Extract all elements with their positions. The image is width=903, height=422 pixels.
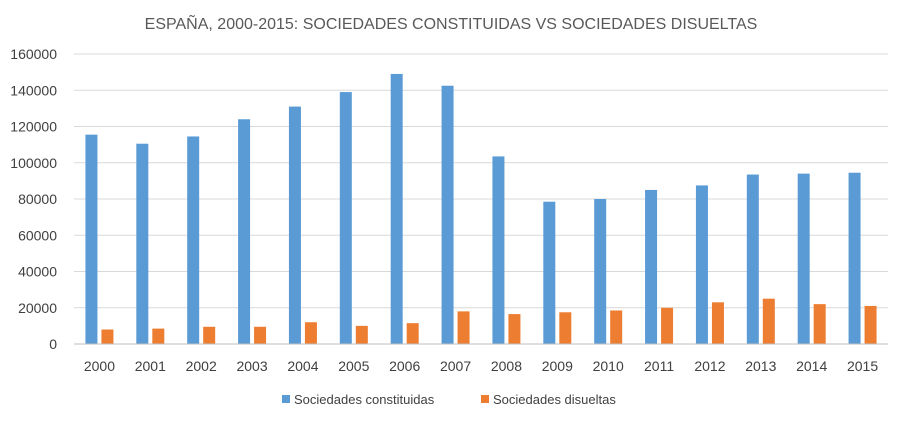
- bars: [85, 73, 877, 344]
- x-tick-label: 2009: [542, 358, 573, 374]
- bar-disueltas-2007: [457, 311, 470, 344]
- bar-constituidas-2009: [543, 201, 556, 344]
- bar-disueltas-2015: [864, 305, 877, 344]
- bar-disueltas-2010: [610, 310, 623, 344]
- legend-label-disueltas: Sociedades disueltas: [493, 392, 616, 407]
- bar-constituidas-2011: [645, 189, 658, 344]
- bar-disueltas-2008: [508, 314, 521, 344]
- bar-constituidas-2007: [441, 85, 454, 344]
- bar-disueltas-2009: [559, 312, 572, 344]
- x-tick-label: 2003: [236, 358, 267, 374]
- x-tick-label: 2005: [338, 358, 369, 374]
- legend-label-constituidas: Sociedades constituidas: [294, 392, 435, 407]
- bar-constituidas-2002: [187, 136, 200, 344]
- bar-constituidas-2014: [797, 173, 810, 344]
- bar-disueltas-2013: [762, 298, 775, 344]
- bar-constituidas-2013: [746, 174, 759, 344]
- y-tick-label: 140000: [10, 82, 57, 98]
- bar-disueltas-2014: [813, 304, 826, 344]
- x-tick-label: 2015: [847, 358, 878, 374]
- y-tick-label: 20000: [18, 300, 57, 316]
- bar-constituidas-2003: [238, 119, 251, 344]
- x-tick-label: 2004: [287, 358, 318, 374]
- bar-disueltas-2002: [203, 326, 216, 344]
- legend-swatch-disueltas: [481, 395, 489, 403]
- bar-constituidas-2005: [339, 92, 352, 344]
- x-tick-label: 2006: [389, 358, 420, 374]
- x-tick-label: 2000: [84, 358, 115, 374]
- bar-disueltas-2000: [101, 329, 114, 344]
- bar-disueltas-2003: [254, 326, 267, 344]
- x-tick-label: 2007: [440, 358, 471, 374]
- x-tick-label: 2013: [745, 358, 776, 374]
- bar-constituidas-2012: [695, 185, 708, 344]
- bar-disueltas-2005: [355, 325, 368, 344]
- legend: Sociedades constituidas Sociedades disue…: [282, 392, 616, 407]
- y-tick-label: 100000: [10, 155, 57, 171]
- bar-disueltas-2001: [152, 328, 165, 344]
- x-tick-label: 2014: [796, 358, 827, 374]
- y-tick-label: 40000: [18, 264, 57, 280]
- y-tick-label: 80000: [18, 191, 57, 207]
- chart-title: ESPAÑA, 2000-2015: SOCIEDADES CONSTITUID…: [145, 13, 758, 33]
- y-axis-tick-labels: 0 20000 40000 60000 80000 100000 120000 140000 1…: [10, 46, 57, 352]
- x-tick-label: 2010: [593, 358, 624, 374]
- x-tick-label: 2011: [644, 358, 674, 374]
- bar-disueltas-2011: [661, 307, 674, 344]
- x-tick-label: 2008: [491, 358, 522, 374]
- bar-constituidas-2004: [288, 106, 301, 344]
- y-tick-label: 60000: [18, 227, 57, 243]
- legend-swatch-constituidas: [282, 395, 290, 403]
- x-tick-label: 2001: [135, 358, 166, 374]
- bar-constituidas-2001: [136, 143, 149, 344]
- bar-disueltas-2012: [711, 302, 724, 344]
- x-tick-label: 2012: [694, 358, 725, 374]
- bar-constituidas-2010: [594, 199, 607, 344]
- bar-constituidas-2008: [492, 156, 505, 344]
- gridlines: [74, 53, 888, 309]
- bar-constituidas-2015: [848, 172, 861, 344]
- bar-constituidas-2000: [85, 134, 98, 344]
- bar-disueltas-2004: [304, 322, 317, 344]
- bar-disueltas-2006: [406, 323, 419, 344]
- y-tick-label: 0: [49, 336, 57, 352]
- x-axis-tick-labels: 2000 2001 2002 2003 2004 2005 2006 2007 2008 2009…: [84, 358, 878, 374]
- bar-constituidas-2006: [390, 73, 403, 344]
- y-tick-label: 160000: [10, 46, 57, 62]
- y-tick-label: 120000: [10, 119, 57, 135]
- x-tick-label: 2002: [186, 358, 217, 374]
